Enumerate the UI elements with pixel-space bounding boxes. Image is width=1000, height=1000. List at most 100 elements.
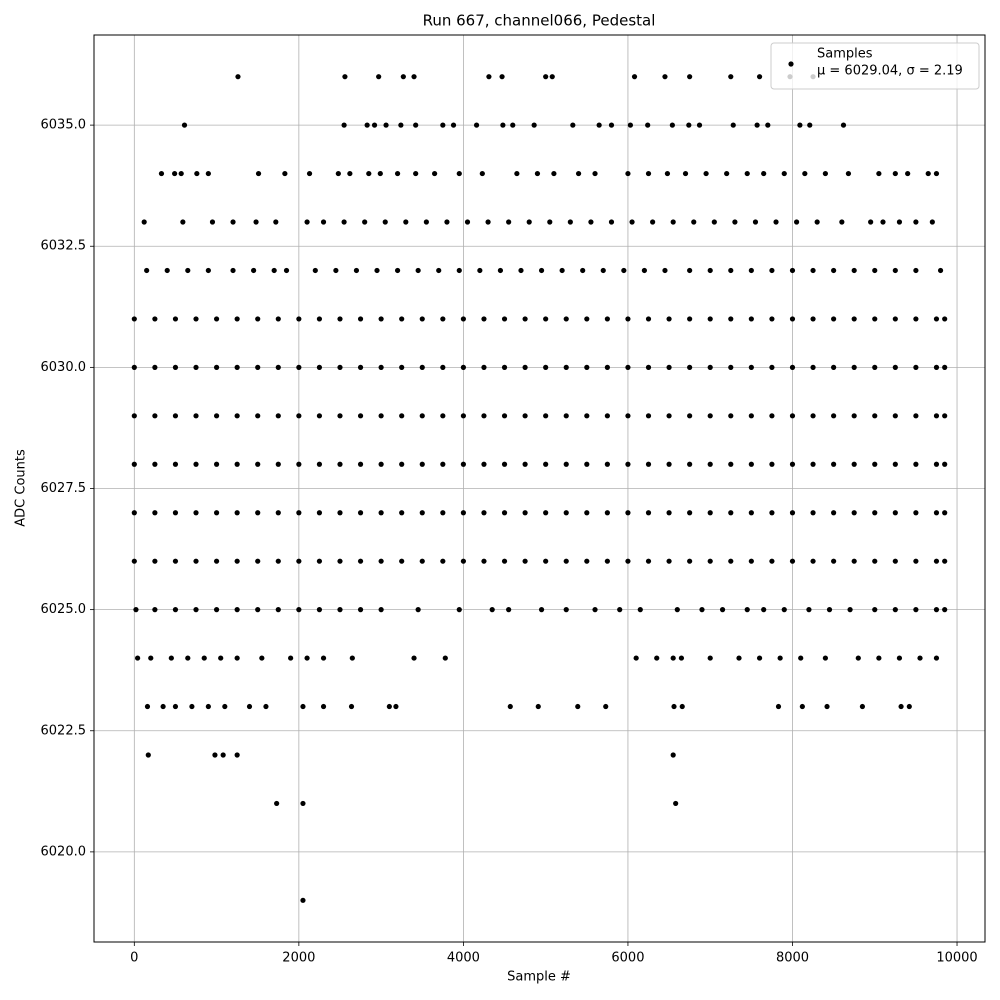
point — [851, 316, 857, 322]
point — [337, 364, 343, 370]
point — [304, 219, 310, 225]
point — [789, 267, 796, 274]
point — [687, 558, 693, 564]
point — [872, 413, 878, 419]
point — [892, 558, 898, 564]
point — [777, 655, 783, 661]
point — [748, 413, 754, 419]
point — [736, 655, 742, 661]
point — [645, 122, 651, 128]
point — [769, 413, 775, 419]
point — [399, 510, 405, 516]
point — [563, 461, 569, 467]
point — [851, 413, 857, 419]
point — [234, 316, 240, 322]
point — [696, 122, 703, 128]
point — [765, 122, 771, 128]
point — [271, 267, 277, 274]
point — [296, 558, 302, 564]
point — [625, 461, 631, 467]
point — [501, 413, 508, 419]
point — [522, 510, 528, 516]
point — [144, 267, 150, 274]
point — [300, 800, 306, 807]
point — [769, 364, 775, 370]
point — [500, 122, 506, 128]
point — [377, 170, 383, 177]
point — [707, 510, 713, 516]
point — [506, 219, 512, 225]
point — [621, 267, 627, 274]
point — [732, 219, 738, 225]
point — [707, 316, 713, 322]
point — [419, 510, 425, 516]
point — [687, 510, 693, 516]
point — [662, 267, 668, 274]
point — [807, 122, 813, 128]
point — [275, 558, 281, 564]
point — [181, 122, 188, 128]
point — [296, 510, 302, 516]
point — [172, 364, 179, 370]
point — [436, 267, 442, 274]
point — [486, 74, 492, 80]
point — [152, 364, 158, 370]
point — [748, 364, 754, 370]
point — [810, 461, 816, 467]
point — [213, 510, 220, 516]
point — [522, 558, 528, 564]
point — [933, 364, 940, 370]
point — [148, 655, 154, 661]
point — [399, 461, 405, 467]
point — [460, 316, 466, 322]
point — [337, 558, 343, 564]
point — [335, 170, 341, 177]
point — [892, 461, 898, 467]
legend-label: Samples — [817, 47, 873, 62]
point — [728, 316, 734, 322]
point — [728, 510, 734, 516]
point — [633, 655, 639, 661]
point — [376, 74, 382, 80]
point — [687, 364, 693, 370]
point — [588, 219, 594, 225]
point — [851, 558, 857, 564]
point — [364, 122, 370, 128]
point — [152, 316, 158, 322]
point — [440, 364, 446, 370]
point — [535, 703, 541, 710]
point — [584, 364, 590, 370]
point — [892, 170, 898, 177]
point — [251, 267, 257, 274]
point — [896, 655, 903, 661]
point — [275, 364, 281, 370]
point — [913, 364, 919, 370]
point — [584, 316, 590, 322]
point — [288, 655, 294, 661]
point — [419, 413, 425, 419]
point — [913, 316, 919, 322]
point — [485, 219, 491, 225]
point — [531, 122, 537, 128]
point — [172, 413, 179, 419]
point — [213, 558, 220, 564]
point — [933, 316, 940, 322]
point — [872, 558, 878, 564]
point — [744, 170, 750, 177]
point — [300, 897, 306, 903]
point — [393, 703, 399, 710]
point — [703, 170, 709, 177]
point — [399, 413, 405, 419]
point — [259, 655, 265, 661]
point — [152, 510, 158, 516]
point — [814, 219, 820, 225]
point — [748, 316, 754, 322]
point — [464, 219, 471, 225]
point — [942, 510, 948, 516]
point — [584, 413, 590, 419]
point — [845, 170, 852, 177]
point — [413, 170, 419, 177]
point — [831, 364, 837, 370]
point — [664, 170, 671, 177]
point — [296, 461, 302, 467]
